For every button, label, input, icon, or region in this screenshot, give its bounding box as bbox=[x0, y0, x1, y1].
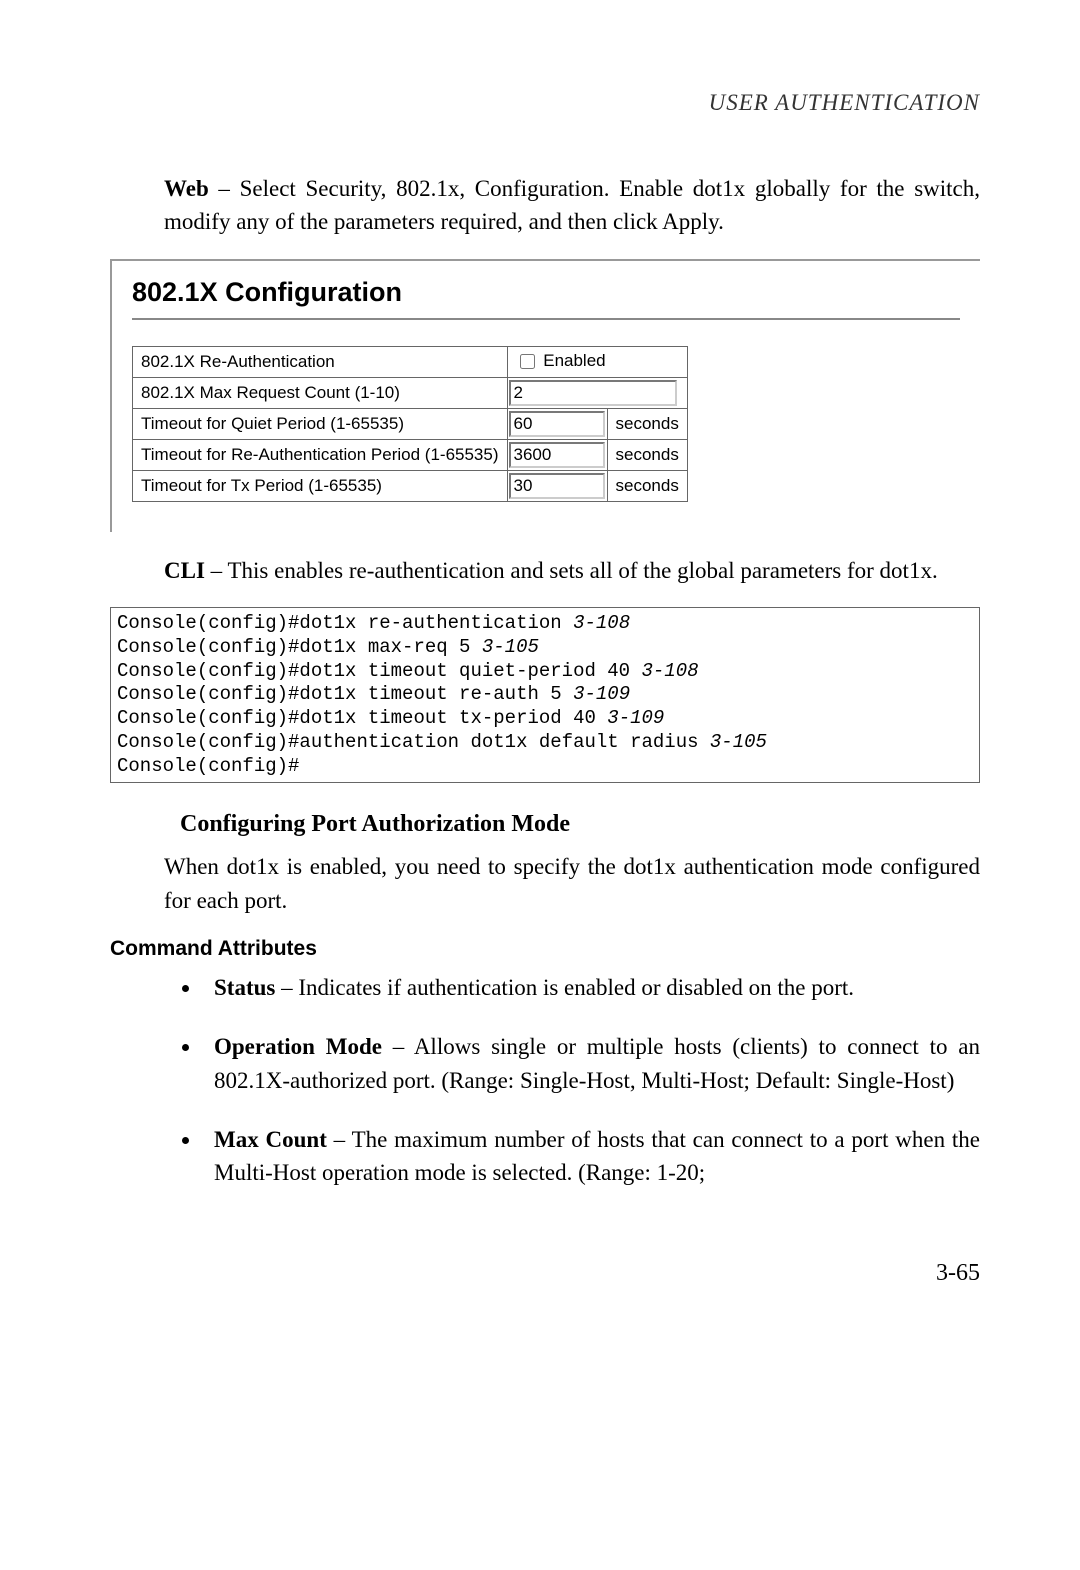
cli-ref: 3-105 bbox=[699, 731, 767, 753]
cli-ref: 3-108 bbox=[630, 660, 698, 682]
row-unit: seconds bbox=[607, 470, 687, 501]
tx-period-input[interactable] bbox=[509, 473, 605, 499]
cli-cmd: Console(config)#dot1x timeout re-auth 5 bbox=[117, 683, 562, 705]
row-input-cell bbox=[507, 408, 607, 439]
attr-desc: – Indicates if authentication is enabled… bbox=[275, 975, 854, 1000]
row-unit: seconds bbox=[607, 439, 687, 470]
section-para: When dot1x is enabled, you need to speci… bbox=[164, 850, 980, 917]
reauth-period-input[interactable] bbox=[509, 442, 605, 468]
cli-prefix: CLI bbox=[164, 558, 205, 583]
cli-line: Console(config)#authentication dot1x def… bbox=[117, 731, 973, 755]
row-label: Timeout for Quiet Period (1-65535) bbox=[133, 408, 508, 439]
max-request-input[interactable] bbox=[509, 380, 677, 406]
cli-line: Console(config)#dot1x timeout tx-period … bbox=[117, 707, 973, 731]
cli-line: Console(config)#dot1x timeout quiet-peri… bbox=[117, 660, 973, 684]
cli-line: Console(config)#dot1x re-authentication … bbox=[117, 612, 973, 636]
cli-cmd: Console(config)#authentication dot1x def… bbox=[117, 731, 699, 753]
checkbox-label: Enabled bbox=[543, 351, 605, 370]
cli-ref: 3-109 bbox=[596, 707, 664, 729]
cli-cmd: Console(config)# bbox=[117, 755, 299, 777]
cli-cmd: Console(config)#dot1x re-authentication bbox=[117, 612, 562, 634]
row-label: Timeout for Re-Authentication Period (1-… bbox=[133, 439, 508, 470]
cli-box: Console(config)#dot1x re-authentication … bbox=[110, 607, 980, 783]
row-label: 802.1X Max Request Count (1-10) bbox=[133, 377, 508, 408]
list-item: Operation Mode – Allows single or multip… bbox=[202, 1030, 980, 1097]
row-label: Timeout for Tx Period (1-65535) bbox=[133, 470, 508, 501]
reauth-checkbox[interactable] bbox=[520, 354, 535, 369]
table-row: Timeout for Tx Period (1-65535) seconds bbox=[133, 470, 688, 501]
list-item: Max Count – The maximum number of hosts … bbox=[202, 1123, 980, 1190]
attr-name: Max Count bbox=[214, 1127, 327, 1152]
section-heading: Configuring Port Authorization Mode bbox=[180, 811, 980, 838]
row-input-cell bbox=[507, 470, 607, 501]
cli-line: Console(config)#dot1x timeout re-auth 5 … bbox=[117, 683, 973, 707]
web-prefix: Web bbox=[164, 176, 209, 201]
row-checkbox-cell: Enabled bbox=[507, 346, 687, 377]
web-intro-text: – Select Security, 802.1x, Configuration… bbox=[164, 176, 980, 234]
cli-line: Console(config)#dot1x max-req 5 3-105 bbox=[117, 636, 973, 660]
attr-name: Operation Mode bbox=[214, 1034, 382, 1059]
table-row: 802.1X Max Request Count (1-10) bbox=[133, 377, 688, 408]
config-panel: 802.1X Configuration 802.1X Re-Authentic… bbox=[110, 259, 980, 532]
page-header: USER AUTHENTICATION bbox=[110, 90, 980, 116]
panel-divider bbox=[132, 318, 960, 320]
table-row: Timeout for Re-Authentication Period (1-… bbox=[133, 439, 688, 470]
table-row: 802.1X Re-Authentication Enabled bbox=[133, 346, 688, 377]
cli-cmd: Console(config)#dot1x timeout quiet-peri… bbox=[117, 660, 630, 682]
table-row: Timeout for Quiet Period (1-65535) secon… bbox=[133, 408, 688, 439]
attr-name: Status bbox=[214, 975, 275, 1000]
cli-intro-text: – This enables re-authentication and set… bbox=[205, 558, 938, 583]
command-attributes-heading: Command Attributes bbox=[110, 937, 980, 961]
cli-ref: 3-105 bbox=[470, 636, 538, 658]
cli-intro: CLI – This enables re-authentication and… bbox=[164, 554, 980, 587]
panel-title: 802.1X Configuration bbox=[132, 277, 960, 308]
row-input-cell bbox=[507, 377, 687, 408]
cli-cmd: Console(config)#dot1x max-req 5 bbox=[117, 636, 470, 658]
page-number: 3-65 bbox=[110, 1260, 980, 1287]
web-intro: Web – Select Security, 802.1x, Configura… bbox=[164, 172, 980, 239]
cli-cmd: Console(config)#dot1x timeout tx-period … bbox=[117, 707, 596, 729]
row-unit: seconds bbox=[607, 408, 687, 439]
attr-desc: – The maximum number of hosts that can c… bbox=[214, 1127, 980, 1185]
cli-line: Console(config)# bbox=[117, 755, 973, 779]
cli-ref: 3-109 bbox=[562, 683, 630, 705]
row-label: 802.1X Re-Authentication bbox=[133, 346, 508, 377]
list-item: Status – Indicates if authentication is … bbox=[202, 971, 980, 1004]
config-table: 802.1X Re-Authentication Enabled 802.1X … bbox=[132, 346, 688, 502]
cli-ref: 3-108 bbox=[562, 612, 630, 634]
row-input-cell bbox=[507, 439, 607, 470]
quiet-period-input[interactable] bbox=[509, 411, 605, 437]
attributes-list: Status – Indicates if authentication is … bbox=[202, 971, 980, 1190]
